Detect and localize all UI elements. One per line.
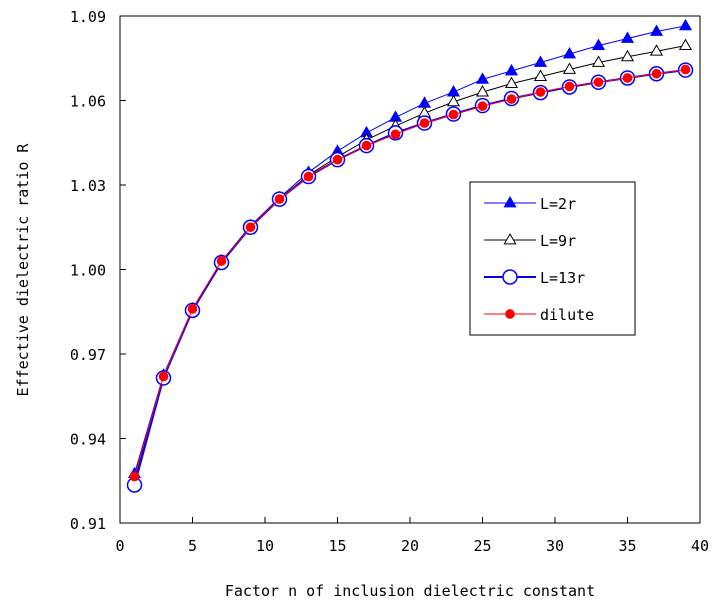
data-point — [332, 154, 343, 165]
data-point — [158, 371, 169, 382]
legend-entry: L=2r — [484, 195, 576, 213]
y-tick-label: 1.09 — [70, 8, 106, 26]
data-point — [274, 194, 285, 204]
data-point — [477, 101, 488, 111]
data-point — [649, 24, 664, 36]
data-point — [503, 195, 517, 208]
data-point — [535, 87, 546, 97]
y-tick-label: 0.94 — [70, 431, 106, 449]
data-point — [620, 49, 635, 62]
data-point — [475, 85, 490, 97]
data-point — [680, 64, 691, 75]
y-tick-label: 1.03 — [70, 177, 106, 195]
data-point — [533, 55, 548, 67]
legend-box — [469, 181, 636, 336]
data-point — [678, 38, 693, 50]
data-point — [502, 269, 518, 285]
data-point — [593, 77, 604, 88]
y-tick-label: 0.97 — [70, 346, 106, 364]
series-3 — [129, 64, 691, 482]
legend-label: L=13r — [540, 269, 585, 287]
data-point — [651, 68, 662, 79]
y-tick-label: 1.06 — [70, 93, 106, 111]
data-point — [503, 232, 517, 245]
data-point — [504, 63, 519, 76]
y-axis-label: Effective dielectric ratio R — [14, 143, 32, 397]
data-point — [504, 76, 519, 88]
data-point — [622, 73, 633, 83]
data-point — [187, 304, 198, 314]
y-tick-label: 1.00 — [70, 262, 106, 280]
data-point — [390, 129, 401, 140]
data-point — [446, 94, 461, 107]
data-point — [129, 471, 140, 482]
data-point — [591, 55, 606, 67]
data-point — [678, 18, 693, 31]
data-point — [562, 62, 577, 74]
data-point — [245, 222, 256, 233]
x-tick-label: 25 — [473, 537, 491, 555]
x-tick-label: 30 — [546, 537, 564, 555]
x-tick-label: 20 — [401, 537, 419, 555]
legend-label: L=2r — [540, 195, 576, 213]
data-point — [564, 81, 575, 92]
data-point — [620, 31, 635, 43]
x-tick-label: 5 — [188, 537, 197, 555]
x-tick-label: 10 — [256, 537, 274, 555]
series-layer — [126, 18, 694, 493]
data-point — [475, 72, 490, 84]
x-tick-label: 15 — [328, 537, 346, 555]
axis-ticks: 0 5 10 15 20 25 30 35 40 0.91 0.94 0.97 1.00 1.03 1.06… — [70, 8, 709, 555]
legend-entry: L=13r — [484, 269, 585, 287]
legend-entry: dilute — [484, 306, 594, 324]
data-point — [419, 118, 430, 128]
data-point — [562, 47, 577, 59]
legend: L=2r L=9r L=13r dilute — [469, 181, 636, 336]
data-point — [506, 94, 517, 104]
legend-label: L=9r — [540, 232, 576, 250]
x-axis-label: Factor n of inclusion dielectric constan… — [225, 582, 595, 600]
data-point — [448, 109, 459, 120]
x-tick-label: 35 — [618, 537, 636, 555]
data-point — [216, 256, 227, 266]
series-line — [134, 69, 686, 477]
data-point — [649, 44, 664, 56]
legend-label: dilute — [540, 306, 594, 324]
data-point — [533, 69, 548, 81]
legend-entry: L=9r — [484, 232, 576, 250]
data-point — [303, 171, 314, 182]
data-point — [361, 140, 372, 151]
x-tick-label: 0 — [115, 537, 124, 555]
data-point — [505, 309, 515, 319]
data-point — [591, 38, 606, 50]
x-tick-label: 40 — [691, 537, 709, 555]
y-tick-label: 0.91 — [70, 515, 106, 533]
